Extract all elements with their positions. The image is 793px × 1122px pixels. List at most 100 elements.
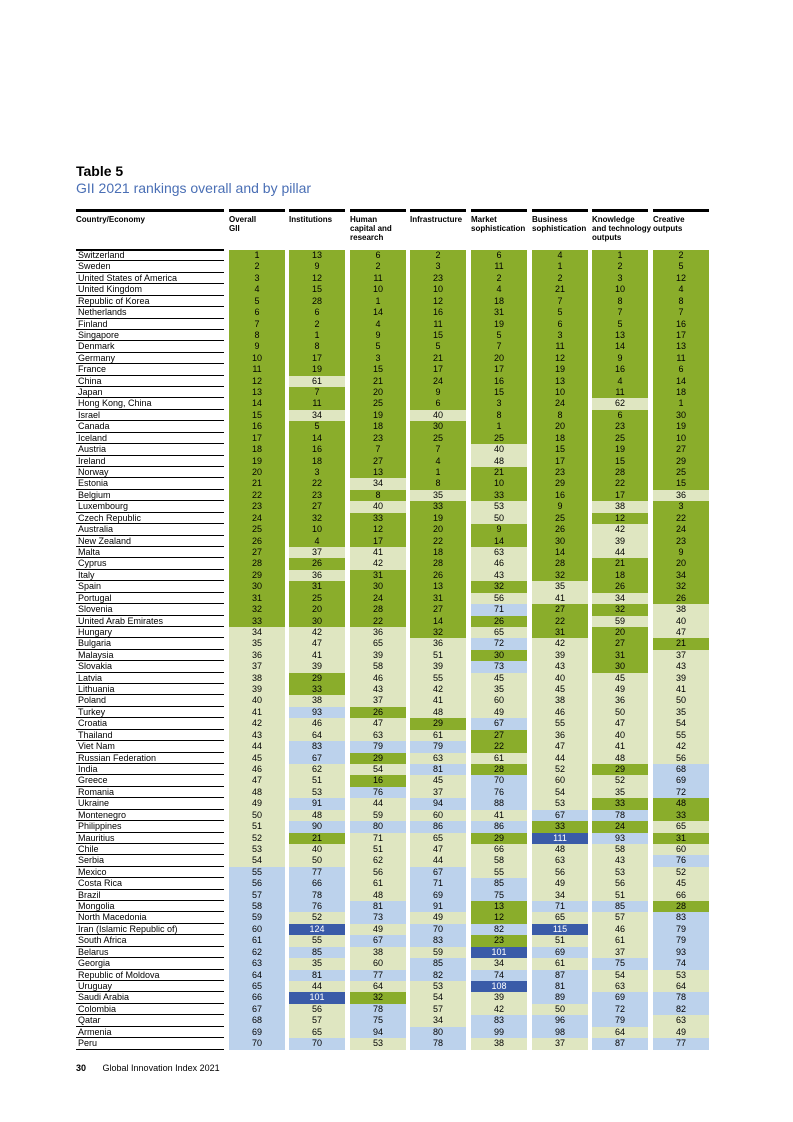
rank-cell: 86: [410, 821, 466, 833]
rank-cell: 56: [532, 866, 588, 879]
rank-cell: 11: [289, 398, 345, 410]
rank-cell: 2: [229, 261, 285, 273]
rank-cell: 3: [471, 398, 527, 410]
rank-cell: 33: [229, 615, 285, 627]
rank-cell: 50: [592, 706, 648, 719]
rank-cell: 8: [471, 409, 527, 422]
rank-cell: 124: [289, 923, 345, 936]
rank-cell: 2: [532, 272, 588, 285]
rank-cell: 108: [471, 981, 527, 993]
country-name: Ireland: [76, 456, 224, 468]
rank-cell: 51: [532, 935, 588, 947]
rank-cell: 28: [592, 467, 648, 479]
rank-cell: 19: [653, 421, 709, 433]
rank-cell: 49: [229, 798, 285, 810]
rank-cell: 40: [350, 501, 406, 513]
rank-cell: 70: [410, 923, 466, 936]
rank-cell: 2: [471, 272, 527, 285]
rank-cell: 32: [471, 581, 527, 593]
rank-cell: 24: [592, 821, 648, 833]
rank-cell: 47: [592, 718, 648, 730]
rank-cell: 19: [592, 444, 648, 456]
table-row: Austria 18 16 7 7 40 15 19 27: [76, 444, 712, 456]
rank-cell: 79: [350, 741, 406, 753]
rank-cell: 86: [471, 821, 527, 833]
country-name: Qatar: [76, 1015, 224, 1027]
rank-cell: 29: [410, 718, 466, 730]
table-row: Singapore 8 1 9 15 5 3 13 17: [76, 329, 712, 342]
rank-cell: 35: [592, 786, 648, 799]
rank-cell: 47: [532, 741, 588, 753]
table-row: Estonia 21 22 34 8 10 29 22 15: [76, 478, 712, 490]
rank-cell: 67: [410, 866, 466, 879]
rank-cell: 12: [592, 512, 648, 525]
table-row: Belgium 22 23 8 35 33 16 17 36: [76, 489, 712, 502]
table-row: Mauritius 52 21 71 65 29 111 93 31: [76, 832, 712, 844]
rank-cell: 25: [289, 592, 345, 605]
rank-cell: 52: [653, 866, 709, 879]
rank-cell: 34: [229, 626, 285, 639]
country-name: Greece: [76, 775, 224, 787]
table-row: Italy 29 36 31 26 43 32 18 34: [76, 569, 712, 582]
rank-cell: 63: [471, 546, 527, 559]
rank-cell: 19: [350, 409, 406, 422]
rank-cell: 53: [532, 798, 588, 810]
country-name: Spain: [76, 581, 224, 593]
rank-cell: 16: [410, 307, 466, 319]
rank-cell: 71: [350, 832, 406, 844]
rank-cell: 27: [471, 729, 527, 742]
rank-cell: 28: [289, 295, 345, 308]
rank-cell: 43: [350, 684, 406, 696]
rank-cell: 74: [471, 969, 527, 981]
rank-cell: 63: [350, 729, 406, 742]
rank-cell: 38: [532, 695, 588, 707]
rank-cell: 78: [289, 889, 345, 902]
rank-cell: 26: [471, 615, 527, 627]
header-rule-col-0: [229, 209, 285, 212]
rank-cell: 11: [350, 272, 406, 285]
rank-cell: 13: [592, 329, 648, 342]
rank-cell: 14: [653, 375, 709, 388]
table-row: Peru 70 70 53 78 38 37 87 77: [76, 1038, 712, 1050]
rank-cell: 14: [229, 398, 285, 410]
rank-cell: 48: [229, 786, 285, 799]
country-name: Peru: [76, 1038, 224, 1050]
rank-cell: 2: [410, 250, 466, 262]
rank-cell: 13: [229, 387, 285, 399]
rank-cell: 33: [592, 798, 648, 810]
rank-cell: 21: [592, 558, 648, 570]
rank-cell: 20: [289, 604, 345, 616]
rank-cell: 31: [229, 592, 285, 605]
rank-cell: 30: [289, 615, 345, 627]
rank-cell: 38: [229, 672, 285, 685]
country-name: Republic of Moldova: [76, 970, 224, 981]
country-name: Canada: [76, 421, 224, 433]
rank-cell: 16: [532, 489, 588, 502]
rank-cell: 67: [471, 718, 527, 730]
country-name: Serbia: [76, 855, 224, 867]
rank-cell: 4: [592, 375, 648, 388]
table-row: Mongolia 58 76 81 91 13 71 85 28: [76, 901, 712, 913]
rank-cell: 10: [229, 352, 285, 365]
table-row: Luxembourg 23 27 40 33 53 9 38 3: [76, 501, 712, 513]
rank-cell: 14: [532, 546, 588, 559]
rank-cell: 5: [289, 421, 345, 433]
rank-cell: 20: [410, 524, 466, 536]
rank-cell: 25: [350, 398, 406, 410]
country-name: Colombia: [76, 1004, 224, 1016]
rank-cell: 48: [532, 843, 588, 856]
rank-cell: 10: [289, 524, 345, 536]
rank-cell: 35: [410, 489, 466, 502]
table-row: Mexico 55 77 56 67 55 56 53 52: [76, 866, 712, 879]
country-name: Belarus: [76, 947, 224, 959]
rank-cell: 65: [653, 821, 709, 833]
country-name: Hungary: [76, 627, 224, 639]
rank-cell: 39: [471, 992, 527, 1004]
rank-cell: 6: [653, 364, 709, 376]
rank-cell: 27: [653, 444, 709, 456]
rank-cell: 17: [289, 352, 345, 365]
table-row: Republic of Moldova 64 81 77 82 74 87 54 53: [76, 969, 712, 981]
country-name: Mauritius: [76, 833, 224, 844]
rank-cell: 47: [229, 775, 285, 787]
rank-cell: 99: [471, 1026, 527, 1039]
